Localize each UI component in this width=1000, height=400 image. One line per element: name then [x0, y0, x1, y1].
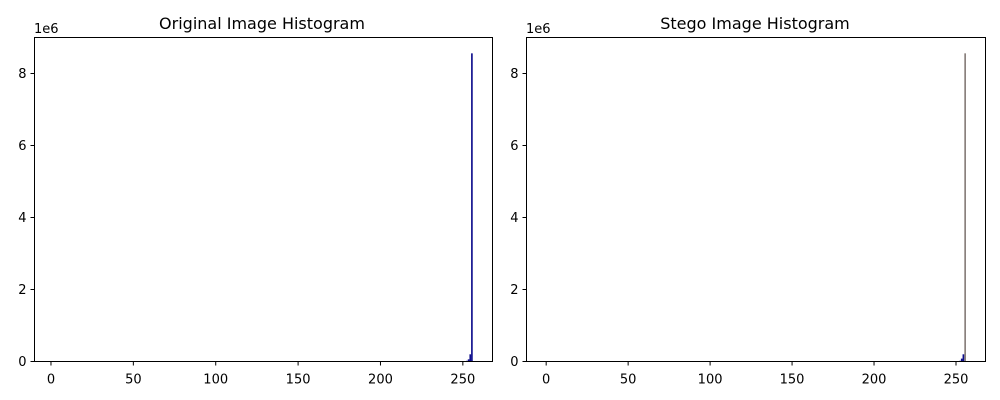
stego-histogram-title: Stego Image Histogram	[660, 14, 850, 33]
stego-x-tick-label: 100	[698, 373, 723, 388]
original-histogram-title: Original Image Histogram	[159, 14, 365, 33]
original-x-tick-label: 250	[450, 373, 475, 388]
original-histogram-bar	[467, 359, 470, 362]
original-x-tick-label: 50	[125, 373, 142, 388]
stego-y-tick-label: 4	[510, 211, 518, 226]
stego-x-tick-label: 150	[780, 373, 805, 388]
stego-y-offset-label: 1e6	[526, 22, 551, 37]
original-x-tick-label: 100	[203, 373, 228, 388]
original-histogram-bar	[469, 354, 472, 362]
stego-y-tick-label: 0	[510, 355, 518, 370]
original-plot-frame	[34, 37, 493, 362]
stego-x-tick-label: 50	[620, 373, 637, 388]
stego-histogram-panel: Stego Image Histogram 1e6 0 50 100 150 200 25…	[510, 14, 986, 388]
original-x-tick-label: 200	[368, 373, 393, 388]
original-y-offset-label: 1e6	[34, 22, 59, 37]
stego-plot-frame	[526, 37, 986, 362]
original-histogram-bar	[471, 53, 473, 362]
original-x-tick-label: 150	[286, 373, 311, 388]
stego-y-tick-label: 2	[510, 283, 518, 298]
stego-y-tick-label: 6	[510, 139, 518, 154]
original-histogram-axes: 0 50 100 150 200 250 0 2 4 6 8	[18, 67, 475, 388]
stego-y-tick-label: 8	[510, 67, 518, 82]
stego-x-tick-label: 250	[944, 373, 969, 388]
stego-histogram-bar	[960, 358, 963, 362]
original-y-tick-label: 6	[18, 139, 26, 154]
original-y-tick-label: 4	[18, 211, 26, 226]
original-x-tick-label: 0	[47, 373, 55, 388]
original-histogram-panel: Original Image Histogram 1e6 0 50 100 150 20…	[18, 14, 493, 388]
stego-x-tick-label: 0	[542, 373, 550, 388]
original-y-tick-label: 0	[18, 355, 26, 370]
original-y-tick-label: 2	[18, 283, 26, 298]
stego-histogram-bar	[962, 354, 965, 362]
original-y-tick-label: 8	[18, 67, 26, 82]
stego-histogram-bar	[964, 53, 966, 362]
stego-x-tick-label: 200	[862, 373, 887, 388]
stego-histogram-axes: 0 50 100 150 200 250 0 2 4 6 8	[510, 67, 968, 388]
